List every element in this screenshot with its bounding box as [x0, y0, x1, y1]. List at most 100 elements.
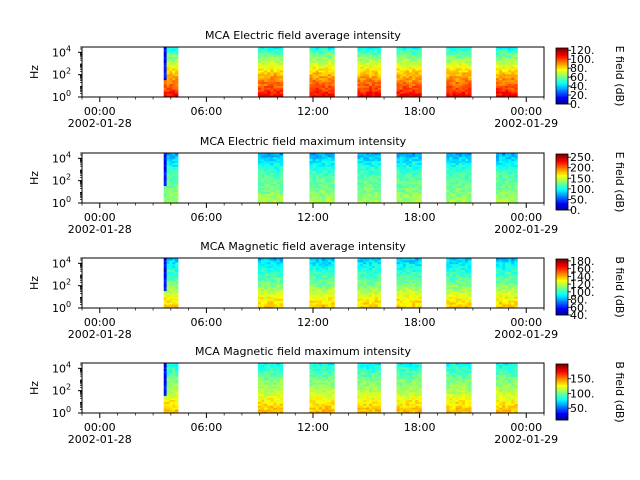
- spectrogram-segment: [396, 363, 422, 414]
- panel-2: MCA Electric field maximum intensity Hz 10…: [28, 135, 626, 236]
- x-tick-date: 2002-01-29: [494, 117, 558, 130]
- x-tick-label: 18:00: [404, 211, 436, 224]
- y-tick-label: 102: [52, 383, 71, 398]
- spectrogram-segment: [446, 47, 472, 98]
- y-tick-label: 102: [52, 173, 71, 188]
- y-axis-label: Hz: [28, 65, 41, 79]
- x-tick-date: 2002-01-29: [494, 223, 558, 236]
- x-tick-label: 18:00: [404, 105, 436, 118]
- y-tick-label: 102: [52, 67, 71, 82]
- x-tick-label: 00:00: [84, 316, 116, 329]
- panel-title: MCA Electric field average intensity: [205, 29, 401, 42]
- colorbar-tick-label: 140.: [570, 270, 595, 283]
- x-tick-label: 00:00: [84, 105, 116, 118]
- spectrogram-segment: [257, 153, 284, 204]
- x-tick-label: 00:00: [84, 421, 116, 434]
- spectrogram-segment: [163, 47, 179, 98]
- x-tick-date: 2002-01-28: [68, 328, 132, 341]
- colorbar: 0.50.100.150.200.250. E field (dB): [555, 151, 626, 217]
- y-axis-label: Hz: [28, 171, 41, 185]
- spectrogram-segment: [357, 258, 381, 309]
- colorbar-tick-label: 0.: [570, 204, 581, 217]
- x-tick-label: 06:00: [191, 316, 223, 329]
- spectrogram-segment: [496, 47, 518, 98]
- spectrogram-segment: [396, 47, 422, 98]
- colorbar-tick-label: 0.: [570, 98, 581, 111]
- x-tick-date: 2002-01-28: [68, 117, 132, 130]
- y-axis-label: Hz: [28, 381, 41, 395]
- colorbar-tick-label: 40.: [570, 309, 588, 322]
- colorbar-label: E field (dB): [613, 152, 626, 213]
- colorbar-tick-label: 250.: [570, 151, 595, 164]
- x-tick-label: 12:00: [297, 211, 329, 224]
- spectrogram-segment: [396, 258, 422, 309]
- spectrogram-segment: [257, 258, 284, 309]
- colorbar-label: E field (dB): [613, 46, 626, 107]
- panel-1: MCA Electric field average intensity Hz 10…: [28, 29, 626, 130]
- colorbar-tick-label: 120.: [570, 278, 595, 291]
- spectrogram-segment: [357, 363, 381, 414]
- colorbar-tick-label: 80.: [570, 62, 588, 75]
- x-tick-label: 00:00: [510, 211, 542, 224]
- colorbar: 50. 100.150. B field (dB): [555, 361, 626, 423]
- spectrogram-segment: [163, 363, 179, 414]
- colorbar: 40.60.80.100.120.140.160.180. B field (dB…: [555, 255, 626, 322]
- colorbar-label: B field (dB): [613, 256, 626, 317]
- spectrogram-segment: [357, 47, 381, 98]
- colorbar-tick-label: 100.: [570, 387, 595, 400]
- colorbar-tick-label: 40.: [570, 80, 588, 93]
- spectrogram-segment: [309, 153, 335, 204]
- spectrogram-segment: [496, 153, 518, 204]
- x-tick-date: 2002-01-29: [494, 433, 558, 446]
- spectrogram-segment: [446, 363, 472, 414]
- y-tick-label: 100: [52, 405, 71, 420]
- x-tick-label: 06:00: [191, 211, 223, 224]
- colorbar-tick-label: 50.: [570, 193, 588, 206]
- spectrogram-segment: [446, 258, 472, 309]
- spectrogram-segment: [257, 47, 284, 98]
- x-tick-date: 2002-01-28: [68, 433, 132, 446]
- colorbar-tick-label: 100.: [570, 53, 595, 66]
- panel-title: MCA Magnetic field average intensity: [200, 240, 406, 253]
- colorbar-tick-label: 50.: [570, 402, 588, 415]
- y-tick-label: 102: [52, 278, 71, 293]
- colorbar-tick-label: 120.: [570, 44, 595, 57]
- spectrogram-segment: [396, 153, 422, 204]
- spectrogram-segment: [446, 153, 472, 204]
- x-tick-label: 06:00: [191, 421, 223, 434]
- spectrogram-segment: [357, 153, 381, 204]
- y-tick-label: 104: [52, 255, 71, 270]
- panel-4: MCA Magnetic field maximum intensity Hz 10…: [28, 345, 626, 446]
- x-tick-date: 2002-01-28: [68, 223, 132, 236]
- colorbar-tick-label: 80.: [570, 294, 588, 307]
- colorbar-tick-label: 150.: [570, 172, 595, 185]
- colorbar-tick-label: 180.: [570, 255, 595, 268]
- x-tick-label: 06:00: [191, 105, 223, 118]
- x-tick-label: 00:00: [510, 421, 542, 434]
- colorbar-tick-label: 200.: [570, 162, 595, 175]
- spectrogram-segment: [309, 363, 335, 414]
- y-tick-label: 104: [52, 150, 71, 165]
- x-tick-label: 12:00: [297, 105, 329, 118]
- y-tick-label: 104: [52, 360, 71, 375]
- colorbar-tick-label: 60.: [570, 301, 588, 314]
- colorbar-tick-label: 100.: [570, 286, 595, 299]
- colorbar-label: B field (dB): [613, 361, 626, 422]
- spectrogram-segment: [309, 47, 335, 98]
- colorbar-tick-label: 60.: [570, 71, 588, 84]
- spectrogram-segment: [496, 258, 518, 309]
- x-tick-label: 00:00: [510, 105, 542, 118]
- spectrogram-segment: [496, 363, 518, 414]
- y-tick-label: 100: [52, 195, 71, 210]
- spectrogram-segment: [163, 258, 179, 309]
- colorbar: 0.20.40.60.80.100.120. E field (dB): [555, 44, 626, 111]
- y-tick-label: 100: [52, 300, 71, 315]
- y-tick-label: 104: [52, 44, 71, 59]
- x-tick-date: 2002-01-29: [494, 328, 558, 341]
- y-tick-label: 100: [52, 89, 71, 104]
- colorbar-tick-label: 20.: [570, 89, 588, 102]
- spectrogram-segment: [257, 363, 284, 414]
- panel-title: MCA Electric field maximum intensity: [200, 135, 407, 148]
- x-tick-label: 00:00: [510, 316, 542, 329]
